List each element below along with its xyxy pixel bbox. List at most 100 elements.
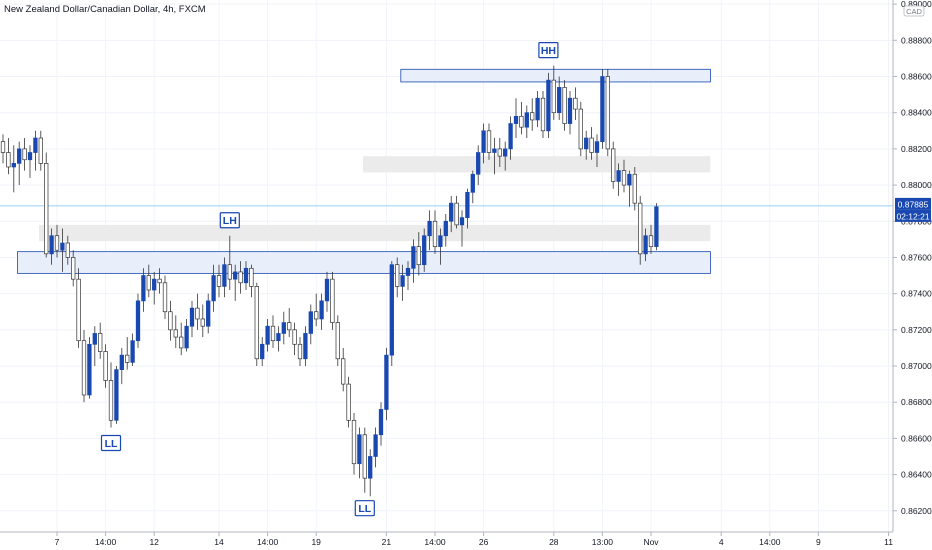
candle	[578, 101, 583, 157]
y-tick-label: 0.89000	[901, 0, 932, 9]
price-axis[interactable]: 0.86200 0.86400 0.86600 0.86800 0.87000 0.872…	[892, 0, 932, 532]
candle	[119, 347, 124, 385]
candle	[65, 235, 70, 265]
candle-body-down	[146, 275, 151, 291]
time-axis[interactable]: 7 14:00 12 14 14:00 19 21 14:00 26 28 13:00 Nov 4 14:…	[0, 531, 893, 547]
grey-zone-upper	[363, 156, 711, 173]
candle-body-down	[341, 358, 346, 385]
candle	[103, 344, 108, 388]
candle-body-down	[22, 148, 27, 161]
candle-body-down	[168, 311, 173, 331]
candle	[292, 322, 297, 356]
x-tick-label: 14:00	[759, 537, 781, 547]
candle-body-down	[157, 278, 162, 284]
candle	[341, 347, 346, 392]
x-tick-label: 13:00	[592, 537, 614, 547]
candle-body-up	[135, 300, 141, 342]
candle	[11, 145, 16, 193]
candle	[319, 293, 324, 330]
candle	[227, 235, 232, 291]
annotations: HH LH LL LL	[100, 42, 559, 517]
countdown-badge	[895, 209, 931, 222]
y-tick-label: 0.88000	[901, 180, 932, 190]
candle	[173, 315, 178, 348]
candle-body-down	[125, 354, 130, 363]
candle-body-down	[519, 115, 524, 128]
candle	[632, 166, 637, 211]
candle-body-down	[562, 87, 567, 124]
candle-body-up	[373, 434, 378, 457]
candle	[600, 69, 605, 149]
candle	[438, 228, 443, 265]
candle-body-down	[638, 202, 643, 255]
candle-body-down	[578, 108, 583, 150]
candle	[27, 145, 33, 178]
candle-body-up	[481, 130, 486, 153]
candle-body-down	[238, 271, 243, 284]
candle-body-down	[330, 278, 335, 323]
candle-body-down	[589, 137, 594, 153]
candle	[449, 195, 454, 233]
candle-body-up	[654, 206, 659, 247]
candle	[654, 203, 659, 251]
candle	[546, 72, 551, 139]
candle-body-down	[497, 148, 502, 157]
currency-badge: CAD	[903, 5, 925, 17]
candle	[351, 413, 357, 475]
x-tick-label: 14	[214, 537, 224, 547]
candle-body-up	[27, 152, 33, 161]
x-tick-label: 26	[479, 537, 489, 547]
candle-body-down	[362, 434, 367, 479]
candle	[400, 264, 405, 301]
candle-body-up	[443, 220, 448, 237]
candle	[648, 224, 654, 254]
annotation-label: HH	[541, 45, 556, 57]
candle	[405, 261, 411, 291]
candle-body-down	[648, 235, 654, 247]
candle-body-up	[130, 340, 135, 363]
candle	[551, 65, 556, 120]
candle	[513, 98, 519, 139]
candle-body-down	[416, 246, 421, 266]
candle-body-up	[17, 148, 22, 164]
candle-body-up	[114, 369, 119, 421]
annotation-ll: LL	[100, 434, 122, 452]
candle-body-down	[551, 79, 556, 114]
candle	[411, 239, 416, 283]
candle	[233, 264, 238, 301]
candle	[60, 228, 65, 272]
candle	[87, 337, 92, 399]
candle	[125, 337, 130, 370]
grey-zone-middle	[39, 224, 711, 242]
blue-support-zone	[16, 251, 711, 274]
candle-body-up	[449, 202, 454, 222]
candle	[573, 87, 578, 120]
candle	[395, 257, 400, 298]
candle-body-up	[152, 278, 157, 291]
candle-body-down	[65, 242, 70, 258]
candle-body-up	[584, 137, 589, 150]
candle-body-down	[351, 419, 357, 465]
x-tick-label: 12	[149, 537, 159, 547]
y-tick-label: 0.88800	[901, 35, 932, 45]
candle	[324, 271, 330, 312]
candle-body-down	[573, 97, 578, 110]
current-price-badge	[895, 197, 931, 210]
candle	[6, 138, 11, 175]
candle-body-down	[254, 286, 259, 360]
candle-body-up	[438, 235, 443, 247]
candle	[54, 224, 60, 258]
candle-body-down	[605, 76, 610, 150]
annotation-label: LL	[358, 503, 371, 515]
candle	[594, 134, 600, 167]
candle	[567, 90, 573, 135]
candle	[589, 127, 594, 160]
candle	[530, 98, 535, 131]
candle-body-down	[540, 97, 546, 132]
candle	[38, 130, 43, 171]
candle	[92, 326, 97, 367]
candle	[562, 80, 567, 131]
candle	[362, 427, 367, 493]
candle-body-up	[400, 275, 405, 287]
